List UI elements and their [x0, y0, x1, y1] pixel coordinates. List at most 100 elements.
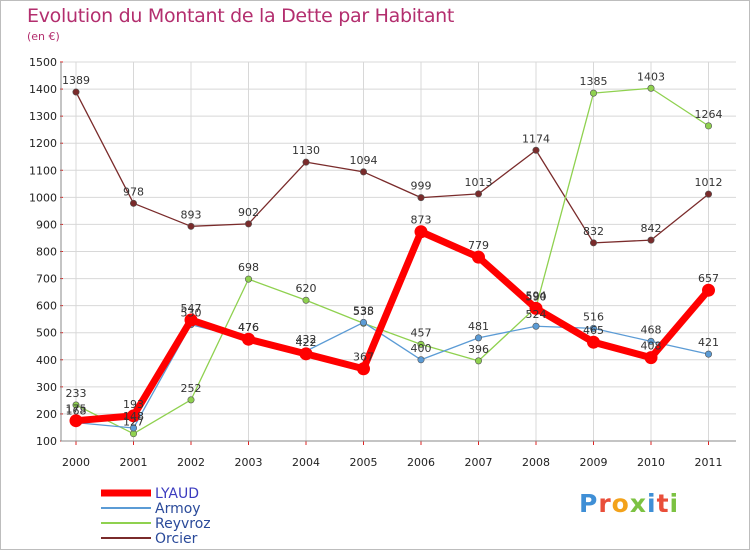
legend-label-reyvroz: Reyvroz	[155, 516, 211, 532]
data-label-reyvroz: 698	[238, 261, 259, 274]
logo-letter: t	[656, 489, 670, 518]
data-label-reyvroz: 396	[468, 343, 489, 356]
data-label-armoy: 530	[181, 307, 202, 320]
data-label-lyaud: 422	[296, 336, 317, 349]
y-tick-label: 1000	[29, 191, 57, 204]
chart-title: Evolution du Montant de la Dette par Hab…	[27, 5, 455, 27]
x-tick-label: 2008	[522, 456, 550, 469]
data-label-lyaud: 408	[641, 340, 662, 353]
data-point-armoy	[704, 350, 712, 358]
data-label-orcier: 1012	[695, 176, 723, 189]
y-tick-label: 400	[36, 354, 57, 367]
data-label-lyaud: 367	[353, 351, 374, 364]
data-point-reyvroz	[417, 340, 425, 348]
x-tick-label: 2005	[350, 456, 378, 469]
y-tick-label: 1400	[29, 83, 57, 96]
y-tick-label: 300	[36, 381, 57, 394]
legend-label-lyaud: LYAUD	[155, 486, 199, 502]
data-point-orcier	[417, 194, 425, 202]
data-point-lyaud	[184, 313, 198, 327]
data-label-armoy: 516	[583, 310, 604, 323]
data-point-orcier	[187, 222, 195, 230]
data-label-orcier: 893	[181, 208, 202, 221]
data-point-lyaud	[242, 332, 255, 346]
x-tick-label: 2004	[292, 456, 320, 469]
data-point-reyvroz	[302, 296, 310, 304]
data-point-orcier	[532, 146, 540, 154]
logo-letter: i	[669, 489, 680, 518]
data-label-armoy: 476	[238, 321, 259, 334]
legend-label-orcier: Orcier	[155, 531, 198, 547]
data-label-orcier: 1094	[350, 154, 378, 167]
series-line-orcier	[75, 91, 710, 244]
data-label-lyaud: 175	[66, 403, 87, 416]
data-point-orcier	[245, 220, 253, 228]
data-point-orcier	[359, 168, 367, 176]
data-label-armoy: 481	[468, 320, 489, 333]
data-label-armoy: 400	[411, 342, 432, 355]
data-point-armoy	[589, 324, 597, 332]
data-label-reyvroz: 457	[411, 326, 432, 339]
data-point-lyaud	[69, 414, 83, 428]
data-point-armoy	[532, 322, 540, 330]
data-label-armoy: 168	[66, 405, 87, 418]
data-label-lyaud: 873	[411, 214, 432, 227]
logo-letter: i	[647, 489, 657, 518]
data-point-orcier	[647, 236, 655, 244]
data-label-orcier: 1389	[62, 74, 90, 87]
data-point-reyvroz	[589, 89, 597, 97]
data-label-orcier: 902	[238, 206, 259, 219]
data-point-armoy	[359, 318, 367, 326]
data-label-armoy: 538	[353, 304, 374, 317]
data-label-orcier: 1174	[522, 132, 550, 145]
data-point-lyaud	[127, 409, 140, 423]
data-label-orcier: 1013	[465, 176, 493, 189]
data-label-reyvroz: 1385	[580, 75, 608, 88]
series-line-reyvroz	[75, 87, 710, 435]
x-tick-label: 2003	[235, 456, 263, 469]
x-tick-label: 2010	[637, 456, 665, 469]
data-point-reyvroz	[245, 275, 253, 283]
data-label-reyvroz: 233	[66, 387, 87, 400]
y-tick-label: 100	[36, 435, 57, 448]
x-tick-label: 2009	[580, 456, 608, 469]
data-point-orcier	[130, 199, 138, 207]
data-label-orcier: 999	[411, 180, 432, 193]
data-point-armoy	[647, 337, 655, 345]
y-tick-label: 1300	[29, 110, 57, 123]
x-tick-label: 2007	[465, 456, 493, 469]
data-label-armoy: 432	[296, 333, 317, 346]
data-point-lyaud	[529, 301, 543, 315]
data-label-reyvroz: 535	[353, 305, 374, 318]
data-label-reyvroz: 127	[123, 416, 144, 429]
data-label-reyvroz: 594	[526, 289, 547, 302]
x-tick-label: 2000	[62, 456, 90, 469]
x-tick-label: 2001	[120, 456, 148, 469]
data-label-reyvroz: 620	[296, 282, 317, 295]
data-point-reyvroz	[187, 396, 195, 404]
data-point-lyaud	[414, 225, 428, 239]
data-label-lyaud: 590	[526, 290, 547, 303]
y-tick-label: 900	[36, 218, 57, 231]
data-point-orcier	[589, 239, 597, 247]
data-point-armoy	[474, 334, 482, 342]
data-point-lyaud	[472, 250, 485, 264]
data-point-reyvroz	[474, 357, 482, 365]
logo-letter: o	[611, 489, 630, 518]
data-point-orcier	[474, 190, 482, 198]
y-tick-label: 1500	[29, 56, 57, 69]
chart-subtitle: (en €)	[27, 30, 60, 43]
data-point-lyaud	[299, 347, 313, 361]
data-point-orcier	[704, 190, 712, 198]
data-point-reyvroz	[72, 401, 80, 409]
data-label-lyaud: 193	[123, 398, 144, 411]
data-point-armoy	[417, 356, 425, 364]
y-tick-label: 500	[36, 327, 57, 340]
data-label-armoy: 468	[641, 323, 662, 336]
data-point-lyaud	[644, 351, 658, 365]
y-tick-label: 800	[36, 246, 57, 259]
x-tick-label: 2011	[695, 456, 723, 469]
data-label-armoy: 421	[698, 336, 719, 349]
